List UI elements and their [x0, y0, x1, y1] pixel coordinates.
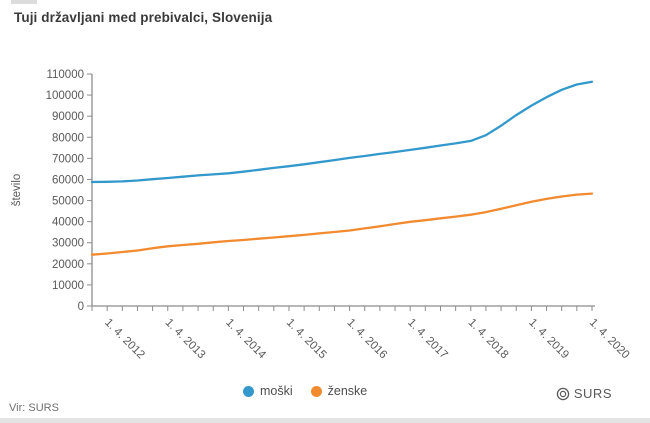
legend-item-zenske[interactable]: ženske — [310, 384, 368, 398]
y-tick-label: 30000 — [52, 238, 84, 250]
y-tick-label: 60000 — [52, 174, 84, 186]
chart-legend: moški ženske — [243, 384, 367, 398]
top-edge-fragment — [11, 0, 37, 4]
legend-item-moski[interactable]: moški — [243, 384, 293, 398]
source-note: Vir: SURS — [9, 402, 59, 414]
chart-svg: 0 10000 20000 30000 40000 50000 60000 70000 8000… — [11, 69, 632, 362]
surs-logo-icon — [556, 387, 570, 400]
x-tick-label: 1. 4. 2013 — [163, 317, 208, 362]
x-tick-label: 1. 4. 2018 — [466, 317, 511, 362]
y-tick-label: 80000 — [52, 132, 84, 144]
x-tick-label: 1. 4. 2012 — [102, 317, 147, 362]
y-tick-label: 100000 — [46, 90, 84, 102]
legend-swatch-zenske — [310, 385, 322, 397]
x-tick-label: 1. 4. 2020 — [587, 317, 632, 362]
surs-logo: SURS — [556, 386, 612, 401]
surs-logo-text: SURS — [573, 386, 612, 401]
y-tick-label: 40000 — [52, 217, 84, 229]
x-tick-label: 1. 4. 2014 — [223, 317, 268, 362]
chart-title: Tuji državljani med prebivalci, Slovenij… — [14, 10, 273, 25]
y-tick-label: 110000 — [46, 69, 84, 81]
x-tick-label: 1. 4. 2019 — [526, 317, 571, 362]
bottom-page-edge — [0, 418, 650, 423]
y-tick-label: 10000 — [52, 280, 84, 292]
y-tick-label: 90000 — [52, 111, 84, 123]
y-tick-label: 70000 — [52, 153, 84, 165]
legend-label-moski: moški — [260, 384, 293, 398]
y-tick-label: 50000 — [52, 196, 84, 208]
y-tick-label: 20000 — [52, 259, 84, 271]
x-tick-label: 1. 4. 2016 — [344, 317, 389, 362]
legend-label-zenske: ženske — [327, 384, 368, 398]
series-line-1 — [90, 192, 594, 256]
y-tick-label: 0 — [78, 301, 84, 313]
legend-swatch-moski — [243, 385, 254, 397]
y-axis-title: število — [11, 174, 23, 207]
series-line-0 — [90, 80, 594, 184]
x-tick-label: 1. 4. 2015 — [284, 317, 329, 362]
x-tick-label: 1. 4. 2017 — [405, 317, 450, 362]
